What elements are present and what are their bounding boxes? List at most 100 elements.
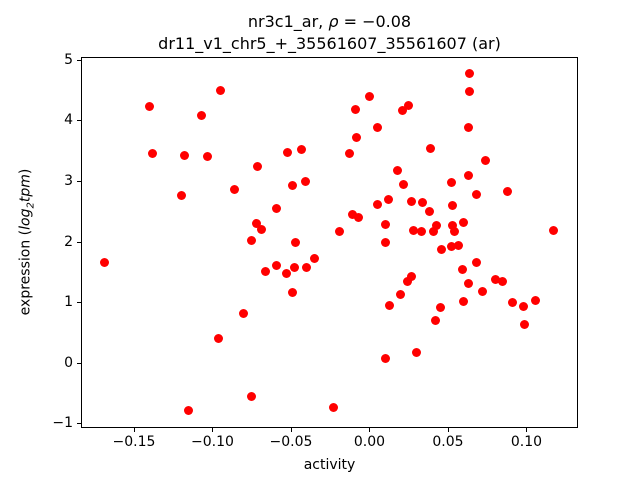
scatter-point (418, 198, 428, 208)
scatter-point (448, 200, 458, 210)
scatter-point (477, 286, 487, 296)
scatter-point (283, 148, 293, 158)
scatter-point (518, 302, 528, 312)
scatter-point (407, 197, 417, 207)
scatter-point (416, 226, 426, 236)
scatter-point (548, 225, 558, 235)
scatter-point (372, 123, 382, 133)
scatter-point (145, 102, 155, 112)
scatter-point (429, 227, 439, 237)
title-gene-pair: nr3c1_ar, (247, 12, 329, 31)
scatter-point (432, 221, 442, 231)
scatter-point (396, 290, 406, 300)
scatter-point (435, 302, 445, 312)
scatter-point (465, 69, 475, 79)
scatter-point (446, 177, 456, 187)
scatter-point (380, 237, 390, 247)
scatter-point (247, 236, 257, 246)
scatter-point (148, 149, 158, 159)
scatter-point (471, 189, 481, 199)
title-rho-symbol: ρ (328, 12, 339, 31)
y-axis-tick-label: 4 (64, 112, 73, 129)
scatter-point (256, 224, 266, 234)
y-axis-tick-label: 5 (64, 51, 73, 68)
scatter-point (503, 187, 513, 197)
y-axis-tick-label: 0 (64, 354, 73, 371)
scatter-point (344, 149, 354, 159)
scatter-point (465, 86, 475, 96)
scatter-point (426, 143, 436, 153)
y-axis-tick-label: 1 (64, 294, 73, 310)
scatter-point (272, 261, 282, 271)
y-axis-label-subscript: 2 (25, 202, 37, 209)
scatter-point (347, 209, 357, 219)
scatter-point (463, 123, 473, 133)
scatter-point (353, 212, 363, 222)
y-axis-tick (77, 423, 81, 424)
scatter-point (352, 132, 362, 142)
y-axis-tick (77, 59, 81, 61)
x-axis-tick (290, 428, 292, 432)
scatter-point (459, 296, 469, 306)
scatter-point (300, 176, 310, 186)
y-axis-label: expression (log2tpm) (18, 169, 37, 316)
scatter-point (471, 258, 481, 268)
scatter-point (430, 315, 440, 325)
y-axis-label-tpm: tpm (17, 174, 34, 203)
chart-title-line1: nr3c1_ar, ρ = −0.08 (81, 11, 578, 33)
scatter-point (490, 274, 500, 284)
y-axis-tick (77, 181, 81, 182)
title-rho-value: = −0.08 (338, 12, 412, 31)
scatter-point (520, 320, 530, 330)
scatter-point (531, 296, 541, 306)
scatter-point (335, 227, 345, 237)
y-axis-label-log: log (17, 208, 34, 230)
x-axis-tick-label: −0.10 (191, 434, 234, 450)
scatter-point (498, 276, 508, 286)
scatter-point (251, 218, 261, 228)
scatter-point (412, 347, 422, 357)
scatter-point (397, 105, 407, 115)
scatter-point (196, 111, 206, 121)
scatter-point (393, 165, 403, 175)
x-axis-tick (526, 428, 528, 432)
x-axis-tick-label: −0.05 (269, 434, 313, 450)
scatter-point (297, 145, 307, 155)
scatter-point (215, 85, 225, 95)
plot-area (81, 57, 578, 428)
scatter-point (380, 220, 390, 230)
scatter-point (310, 253, 319, 263)
x-axis-tick (369, 428, 371, 432)
scatter-point (272, 203, 282, 213)
y-axis-tick (77, 302, 81, 303)
scatter-point (288, 181, 298, 191)
scatter-point (291, 238, 301, 248)
scatter-point (481, 155, 491, 165)
scatter-point (449, 227, 459, 237)
y-axis-label-close: ) (17, 168, 34, 175)
scatter-point (372, 200, 382, 210)
scatter-point (281, 269, 291, 279)
scatter-point (261, 267, 271, 277)
scatter-point (408, 225, 418, 235)
scatter-point (446, 242, 456, 252)
scatter-point (507, 297, 517, 307)
y-axis-tick (77, 362, 81, 364)
scatter-point (404, 101, 414, 111)
scatter-point (239, 308, 249, 318)
x-axis-label: activity (303, 457, 356, 473)
y-axis-tick-label: 3 (64, 173, 73, 189)
scatter-point (253, 161, 263, 171)
scatter-point (328, 402, 338, 412)
x-axis-tick-label: 0.05 (432, 434, 464, 450)
scatter-point (383, 194, 393, 204)
scatter-point (463, 278, 473, 288)
scatter-point (203, 152, 213, 162)
y-axis-tick-label: 2 (64, 233, 73, 250)
scatter-point (184, 406, 194, 416)
chart-title: nr3c1_ar, ρ = −0.08 dr11_v1_chr5_+_35561… (81, 11, 578, 55)
scatter-point (179, 151, 189, 161)
scatter-point (229, 184, 239, 194)
scatter-point (463, 171, 473, 181)
